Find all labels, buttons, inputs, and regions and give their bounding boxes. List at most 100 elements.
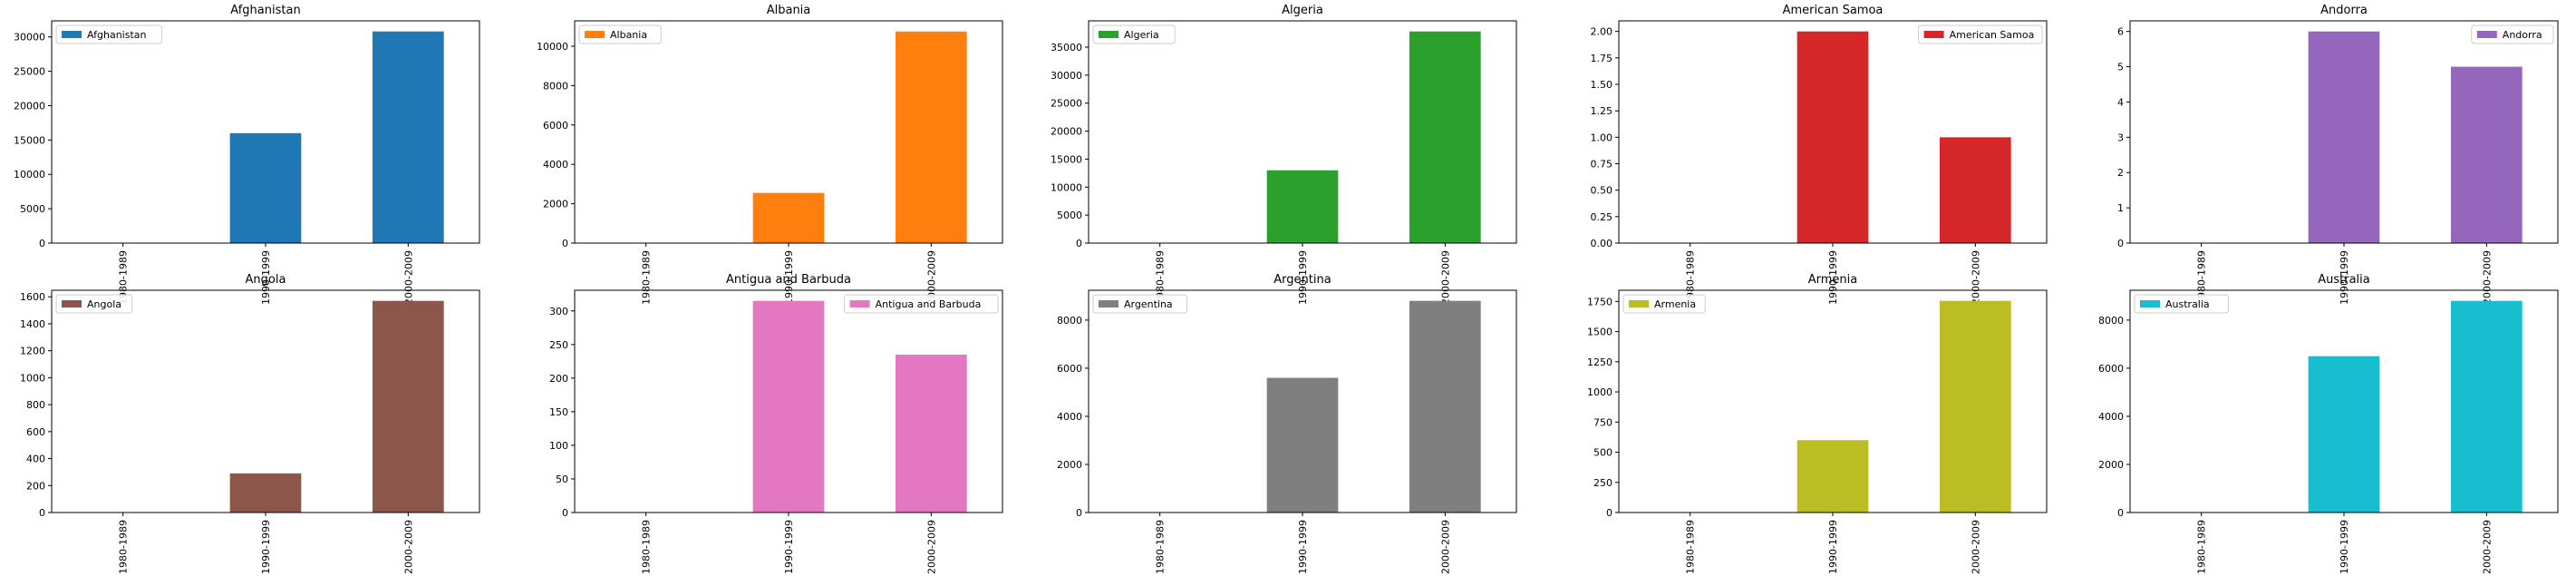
bar [1796, 440, 1869, 513]
bar [229, 473, 302, 513]
x-tick-label: 1980-1989 [641, 250, 653, 305]
y-tick-label: 2.00 [1591, 26, 1613, 38]
y-tick-label: 4000 [2098, 411, 2124, 423]
x-tick-label: 1990-1999 [1297, 520, 1309, 574]
bar [752, 300, 825, 513]
subplot-title: Argentina [1273, 273, 1331, 287]
axes-frame [1088, 20, 1517, 244]
x-tick-label: 1990-1999 [783, 520, 795, 574]
y-tick-label: 3 [2117, 132, 2124, 143]
y-tick-label: 0.50 [1591, 185, 1613, 197]
axes-frame [51, 20, 480, 244]
legend-label: Algeria [1124, 29, 1159, 41]
bar [896, 31, 967, 243]
x-tick-label: 2000-2009 [402, 520, 414, 574]
y-tick-label: 200 [26, 480, 45, 492]
legend: Armenia [1622, 294, 1706, 314]
y-tick-label: 4000 [543, 159, 568, 171]
y-tick-label: 400 [26, 454, 45, 465]
subplot-title: Afghanistan [230, 4, 300, 17]
y-tick-label: 6000 [1057, 363, 1082, 375]
y-tick-label: 100 [549, 440, 568, 452]
bar [2451, 300, 2523, 513]
axes-frame [2129, 20, 2559, 244]
x-tick-label: 2000-2009 [1970, 520, 1981, 574]
subplot-5: Angola 0 200 400 600 800 1000 1200 1400 1600 1980-… [20, 273, 480, 574]
subplot-0: Afghanistan 0 5000 10000 15000 20000 25000 3000… [14, 4, 480, 305]
y-tick-label: 150 [549, 406, 568, 418]
legend: Albania [578, 24, 662, 44]
y-tick-label: 0.00 [1591, 238, 1613, 249]
bar [1940, 137, 2011, 243]
bar [2308, 356, 2380, 513]
subplot-title: American Samoa [1783, 4, 1884, 17]
legend-swatch [62, 300, 82, 308]
legend-frame [55, 24, 163, 44]
bar [1409, 300, 1481, 513]
x-tick-label: 1980-1989 [1155, 520, 1167, 574]
x-tick-label: 1980-1989 [2196, 250, 2208, 305]
legend-label: Albania [610, 29, 647, 41]
legend-swatch [62, 31, 82, 38]
y-tick-label: 0 [1606, 507, 1612, 519]
y-tick-label: 5 [2117, 62, 2124, 73]
y-tick-label: 0 [39, 507, 45, 519]
bar [752, 192, 825, 243]
legend-frame [844, 294, 999, 314]
y-tick-label: 10000 [1051, 181, 1082, 193]
legend: Afghanistan [55, 24, 163, 44]
x-tick-label: 2000-2009 [1439, 520, 1451, 574]
bar [1266, 170, 1339, 243]
legend-swatch [2140, 300, 2160, 308]
y-tick-label: 15000 [1051, 153, 1082, 165]
axes-frame [2129, 289, 2559, 513]
subplot-6: Antigua and Barbuda 0 50 100 150 200 250 300 198… [549, 273, 1003, 574]
bar [2308, 31, 2380, 243]
subplot-title: Armenia [1808, 273, 1858, 287]
axes-frame [1618, 289, 2048, 513]
axes-frame [574, 20, 1003, 244]
x-tick-label: 1990-1999 [260, 520, 272, 574]
y-tick-label: 35000 [1051, 42, 1082, 54]
legend-label: Australia [2165, 298, 2210, 310]
y-tick-label: 0 [2117, 238, 2124, 249]
legend: Algeria [1092, 24, 1176, 44]
bar [1266, 377, 1339, 513]
subplot-4: Andorra 0 1 2 3 4 5 6 1980-1989 1990-1999 2000-200… [2117, 4, 2559, 305]
bar [1796, 31, 1869, 243]
y-tick-label: 6000 [543, 120, 568, 132]
subplot-title: Andorra [2320, 4, 2368, 17]
y-tick-label: 1.50 [1591, 79, 1613, 91]
x-tick-label: 1980-1989 [118, 520, 130, 574]
y-tick-label: 0.75 [1591, 159, 1613, 171]
legend-swatch [1099, 300, 1119, 308]
legend-label: Antigua and Barbuda [876, 298, 982, 310]
subplot-title: Australia [2318, 273, 2370, 287]
x-tick-label: 2000-2009 [925, 520, 937, 574]
y-tick-label: 1500 [1587, 327, 1612, 338]
y-tick-label: 250 [1593, 477, 1612, 489]
subplot-8: Armenia 0 250 500 750 1000 1250 1500 1750 1980-19… [1587, 273, 2048, 574]
axes-frame [1088, 289, 1517, 513]
x-tick-label: 1990-1999 [2339, 250, 2350, 305]
legend-swatch [1629, 300, 1649, 308]
legend: Angola [55, 294, 133, 314]
y-tick-label: 25000 [1051, 98, 1082, 110]
legend-frame [2471, 24, 2554, 44]
legend-frame [578, 24, 662, 44]
y-tick-label: 25000 [14, 66, 45, 78]
y-tick-label: 4 [2117, 96, 2124, 108]
legend-swatch [1099, 31, 1119, 38]
x-tick-label: 1980-1989 [1685, 250, 1697, 305]
legend: Andorra [2471, 24, 2554, 44]
subplot-7: Argentina 0 2000 4000 6000 8000 1980-1989 1990-… [1057, 273, 1517, 574]
legend-swatch [849, 300, 870, 308]
legend: Argentina [1092, 294, 1187, 314]
y-tick-label: 4000 [1057, 411, 1082, 423]
y-tick-label: 1.75 [1591, 53, 1613, 64]
subplot-2: Algeria 0 5000 10000 15000 20000 25000 30000 350… [1051, 4, 1517, 305]
legend-label: Andorra [2503, 29, 2542, 41]
legend-frame [55, 294, 133, 314]
y-tick-label: 8000 [543, 80, 568, 92]
